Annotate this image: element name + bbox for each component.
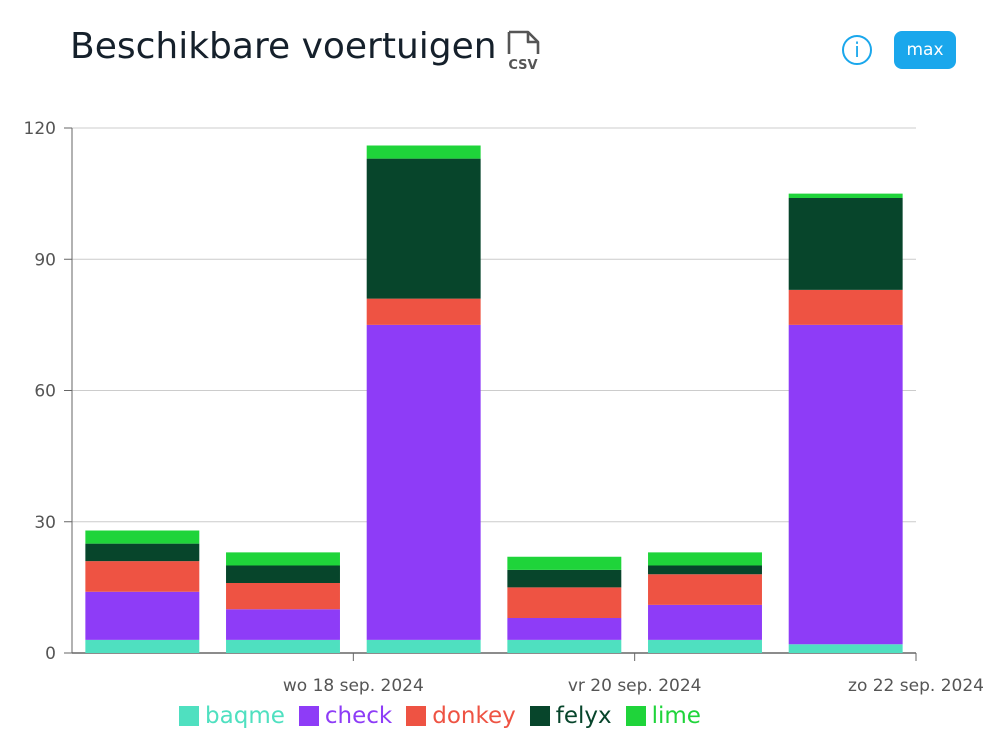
bar-lime-4 [648, 552, 762, 566]
legend-label: baqme [205, 703, 285, 729]
bar-baqme-4 [648, 639, 762, 653]
bar-baqme-5 [788, 644, 903, 653]
bar-lime-3 [507, 556, 622, 570]
bar-check-1 [226, 609, 340, 640]
legend-label: check [324, 703, 393, 729]
legend-swatch [406, 706, 427, 726]
x-tick-label: vr 20 sep. 2024 [568, 676, 702, 696]
bar-check-3 [507, 618, 622, 640]
bar-felyx-2 [366, 158, 481, 299]
legend-item-donkey[interactable]: donkey [406, 703, 516, 729]
y-tick-label: 90 [34, 250, 56, 270]
bar-felyx-1 [226, 565, 340, 583]
bar-lime-5 [788, 193, 903, 198]
y-tick-label: 60 [34, 382, 56, 402]
legend-label: felyx [555, 703, 612, 729]
csv-download-icon[interactable]: CSV [504, 30, 544, 72]
svg-text:CSV: CSV [508, 58, 537, 72]
legend-swatch [625, 706, 646, 726]
bar-felyx-4 [648, 565, 762, 575]
legend-item-baqme[interactable]: baqme [179, 703, 285, 729]
bar-lime-2 [366, 145, 481, 159]
bar-donkey-3 [507, 587, 622, 618]
bar-check-5 [788, 324, 903, 645]
bar-check-4 [648, 604, 762, 640]
bar-felyx-5 [788, 198, 903, 290]
bar-donkey-5 [788, 289, 903, 325]
bar-donkey-4 [648, 574, 762, 605]
chart-title: Beschikbare voertuigen [70, 26, 497, 67]
legend-label: donkey [432, 703, 516, 729]
max-button[interactable]: max [894, 31, 956, 69]
bar-felyx-3 [507, 569, 622, 588]
bar-lime-0 [85, 530, 200, 544]
bar-lime-1 [226, 552, 340, 566]
bar-baqme-0 [85, 639, 200, 653]
bar-check-0 [85, 591, 200, 640]
svg-text:i: i [854, 38, 860, 62]
x-tick-label: zo 22 sep. 2024 [848, 676, 984, 696]
bar-baqme-3 [507, 639, 622, 653]
bar-donkey-0 [85, 561, 200, 592]
y-tick-label: 30 [34, 513, 56, 533]
y-tick-label: 0 [45, 644, 56, 664]
bar-donkey-1 [226, 583, 340, 610]
x-tick-label: wo 18 sep. 2024 [283, 676, 424, 696]
legend-item-felyx[interactable]: felyx [529, 703, 612, 729]
bar-check-2 [366, 324, 481, 640]
info-icon[interactable]: i [841, 34, 873, 66]
legend-swatch [529, 706, 550, 726]
y-tick-label: 120 [24, 119, 56, 139]
legend-label: lime [651, 703, 701, 729]
bar-felyx-0 [85, 543, 200, 562]
bar-baqme-2 [366, 639, 481, 653]
chart-legend: baqme check donkey felyx lime [0, 703, 942, 729]
legend-item-check[interactable]: check [298, 703, 393, 729]
legend-swatch [179, 706, 200, 726]
bar-baqme-1 [226, 639, 340, 653]
legend-item-lime[interactable]: lime [625, 703, 701, 729]
stacked-bar-chart: 0 30 60 90 120 wo 18 sep. 2024 vr 20 sep. 2024… [24, 119, 984, 696]
bar-donkey-2 [366, 298, 481, 325]
legend-swatch [298, 706, 319, 726]
